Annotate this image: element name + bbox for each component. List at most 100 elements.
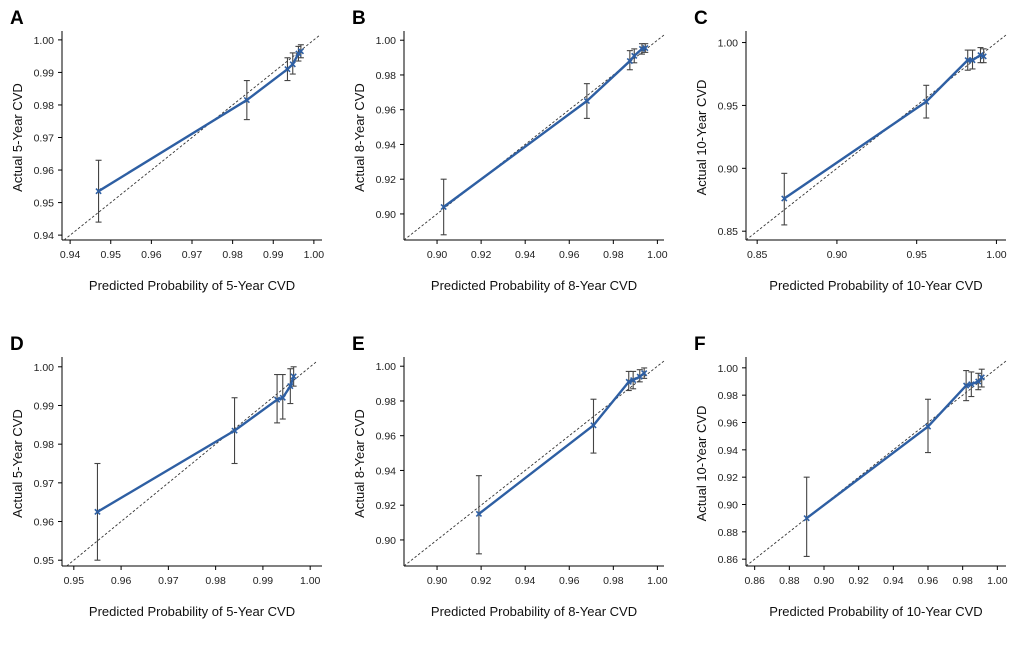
data-point	[475, 510, 483, 518]
y-tick-label: 0.85	[718, 226, 739, 238]
x-tick-label: 0.97	[158, 575, 179, 587]
panel-b: B 0.90 0.92 0.94 0.96 0.98 1.00 0.90 0.92 0.94 0.9…	[342, 0, 684, 325]
y-tick-label: 0.92	[376, 500, 397, 512]
data-point-stroke	[290, 373, 297, 380]
data-point-stroke	[583, 97, 591, 105]
data-point	[781, 195, 788, 202]
x-tick-label: 0.97	[182, 249, 203, 261]
y-tick-label: 1.00	[34, 35, 55, 47]
y-tick-label: 0.90	[376, 535, 397, 547]
calibration-line	[96, 375, 295, 514]
data-point-stroke	[297, 48, 305, 55]
panel-c: C 0.85 0.90 0.95 1.00 0.85 0.90 0.95 1.00 Predict…	[684, 0, 1026, 325]
x-tick-label: 1.00	[300, 575, 321, 587]
y-tick-label: 0.95	[34, 198, 55, 210]
data-point-stroke	[279, 394, 286, 401]
data-point-stroke	[629, 376, 637, 384]
y-tick-label: 0.90	[376, 209, 397, 221]
data-point	[923, 98, 930, 105]
data-point-stroke	[94, 508, 101, 516]
data-point-stroke	[781, 195, 788, 202]
x-tick-label: 0.94	[60, 249, 81, 261]
data-point-stroke	[978, 374, 985, 381]
y-tick-label: 0.98	[34, 100, 55, 112]
data-point	[968, 381, 975, 388]
calibration-line	[805, 376, 983, 520]
data-point	[279, 394, 286, 401]
panel-label: E	[352, 334, 365, 355]
y-tick-label: 0.94	[376, 139, 397, 151]
y-tick-label: 1.00	[376, 361, 397, 373]
x-tick-label: 0.96	[141, 249, 162, 261]
y-tick-label: 0.98	[376, 396, 397, 408]
calibration-line	[442, 46, 647, 209]
data-point-stroke	[964, 56, 971, 64]
panel-f: F 0.86 0.88 0.90 0.92 0.94 0.96 0.98 1.00 0.86 0.8…	[684, 326, 1026, 651]
y-tick-label: 0.90	[718, 500, 739, 512]
data-point	[95, 188, 102, 195]
data-point	[629, 376, 637, 384]
y-tick-label: 0.97	[34, 478, 55, 490]
y-tick-label: 0.95	[34, 555, 55, 567]
panel-e-svg: E 0.90 0.92 0.94 0.96 0.98 1.00 0.90 0.92 0.94 0.9…	[352, 334, 668, 619]
calibration-line	[97, 50, 303, 193]
y-tick-label: 0.98	[718, 390, 739, 402]
data-point-stroke	[641, 369, 648, 377]
data-point-stroke	[980, 53, 987, 60]
x-tick-label: 1.00	[986, 249, 1007, 261]
x-axis-title: Predicted Probability of 5-Year CVD	[89, 278, 295, 293]
data-point	[642, 44, 649, 52]
reference-diagonal	[403, 360, 665, 567]
x-axis-title: Predicted Probability of 10-Year CVD	[769, 278, 982, 293]
x-tick-label: 0.94	[515, 575, 536, 587]
data-point-stroke	[625, 378, 632, 386]
y-tick-label: 1.00	[34, 362, 55, 374]
panel-label: D	[10, 334, 24, 355]
data-point	[273, 396, 281, 403]
data-point-stroke	[962, 382, 970, 389]
data-point-stroke	[626, 57, 634, 65]
x-tick-label: 0.90	[427, 575, 448, 587]
y-axis-title: Actual 8-Year CVD	[352, 409, 367, 518]
data-point-stroke	[95, 188, 102, 195]
data-point-stroke	[924, 423, 932, 430]
x-tick-label: 1.00	[304, 249, 325, 261]
y-axis-title: Actual 5-Year CVD	[10, 409, 25, 518]
x-tick-label: 0.96	[918, 575, 939, 587]
y-tick-label: 0.86	[718, 554, 739, 566]
y-axis-title: Actual 10-Year CVD	[694, 406, 709, 522]
data-point-stroke	[642, 44, 649, 52]
reference-diagonal	[66, 360, 318, 567]
y-tick-label: 0.88	[718, 527, 739, 539]
calibration-line	[477, 371, 646, 516]
x-tick-label: 0.96	[559, 575, 580, 587]
data-point-stroke	[289, 61, 296, 68]
x-tick-label: 0.98	[603, 575, 624, 587]
panel-f-svg: F 0.86 0.88 0.90 0.92 0.94 0.96 0.98 1.00 0.86 0.8…	[694, 334, 1008, 619]
y-tick-label: 0.97	[34, 133, 55, 145]
data-point-stroke	[243, 96, 251, 104]
y-tick-label: 0.96	[376, 431, 397, 443]
y-tick-label: 0.94	[34, 230, 55, 242]
reference-diagonal	[745, 34, 1007, 241]
calibration-line	[783, 53, 985, 200]
data-point	[440, 203, 447, 211]
x-tick-label: 0.85	[747, 249, 768, 261]
data-point	[625, 378, 632, 386]
y-axis-title: Actual 10-Year CVD	[694, 80, 709, 196]
data-point	[289, 61, 296, 68]
reference-diagonal	[63, 34, 321, 241]
panel-b-svg: B 0.90 0.92 0.94 0.96 0.98 1.00 0.90 0.92 0.94 0.9…	[352, 8, 668, 293]
panel-label: A	[10, 8, 24, 29]
reference-diagonal	[745, 360, 1007, 567]
x-tick-label: 1.00	[647, 249, 668, 261]
x-tick-label: 0.96	[111, 575, 132, 587]
data-point	[287, 382, 294, 390]
x-tick-label: 0.94	[515, 249, 536, 261]
panel-a: A 0.94 0.95 0.96 0.97 0.98 0.99 1.00 0.94 0.95 0.9…	[0, 0, 342, 325]
data-point	[297, 48, 305, 55]
panel-label: C	[694, 8, 708, 29]
y-tick-label: 1.00	[718, 363, 739, 375]
x-tick-label: 0.90	[827, 249, 848, 261]
